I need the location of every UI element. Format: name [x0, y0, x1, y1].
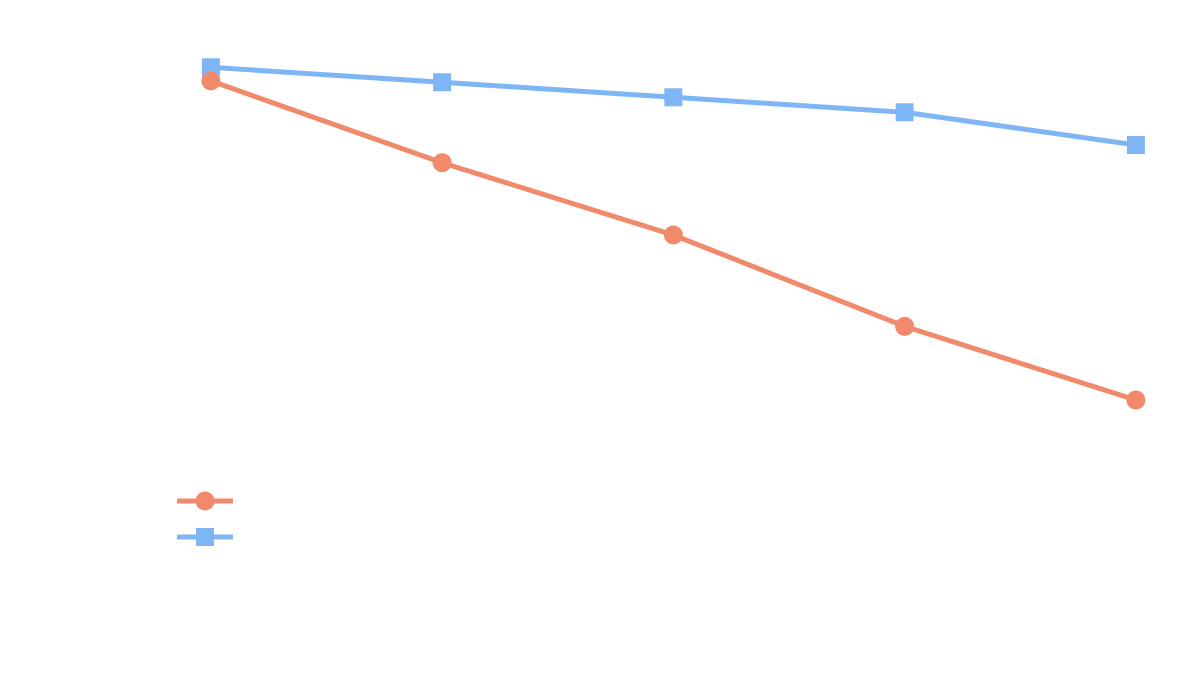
series-2-point-4 — [895, 103, 914, 122]
series-2 — [201, 58, 1145, 154]
series-1 — [201, 71, 1146, 410]
series-layer — [201, 58, 1146, 410]
legend-marker-2 — [196, 528, 214, 546]
series-2-point-2 — [433, 73, 452, 92]
series-2-point-3 — [664, 88, 683, 107]
series-2-point-1 — [201, 58, 220, 77]
series-2-point-5 — [1126, 136, 1145, 154]
series-1-point-4 — [895, 316, 915, 336]
legend-entry-1 — [177, 491, 233, 511]
legend-entry-2 — [177, 528, 233, 546]
legend-marker-1 — [195, 491, 215, 511]
series-1-point-5 — [1126, 390, 1146, 410]
series-1-point-1 — [201, 71, 221, 91]
series-1-point-2 — [432, 153, 452, 173]
series-1-point-3 — [663, 225, 683, 245]
legend — [177, 491, 233, 546]
